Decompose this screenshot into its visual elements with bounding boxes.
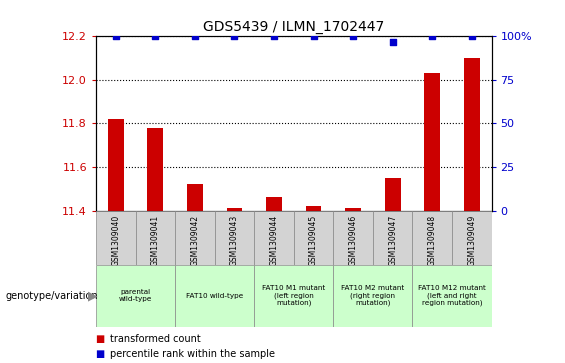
Bar <box>175 211 215 265</box>
Bar <box>373 211 412 265</box>
Bar <box>108 119 124 211</box>
Bar <box>254 211 294 265</box>
Point <box>428 33 437 39</box>
Text: ■: ■ <box>96 334 108 344</box>
Title: GDS5439 / ILMN_1702447: GDS5439 / ILMN_1702447 <box>203 20 384 34</box>
Point <box>111 33 120 39</box>
Bar <box>266 197 282 211</box>
Text: GSM1309046: GSM1309046 <box>349 215 358 266</box>
Bar <box>345 208 361 211</box>
Bar <box>412 265 492 327</box>
Bar <box>136 211 175 265</box>
Text: FAT10 M12 mutant
(left and right
region mutation): FAT10 M12 mutant (left and right region … <box>418 285 486 306</box>
Bar <box>96 265 175 327</box>
Text: GSM1309045: GSM1309045 <box>309 215 318 266</box>
Text: ■: ■ <box>96 349 108 359</box>
Point <box>309 33 318 39</box>
Bar <box>385 178 401 211</box>
Text: GSM1309040: GSM1309040 <box>111 215 120 266</box>
Bar <box>412 211 452 265</box>
Point <box>190 33 199 39</box>
Point <box>349 33 358 39</box>
Point <box>230 33 239 39</box>
Bar <box>215 211 254 265</box>
Text: GSM1309048: GSM1309048 <box>428 215 437 266</box>
Bar <box>147 128 163 211</box>
Bar <box>464 58 480 211</box>
Point <box>151 33 160 39</box>
Text: GSM1309041: GSM1309041 <box>151 215 160 266</box>
Bar <box>306 206 321 211</box>
Text: FAT10 wild-type: FAT10 wild-type <box>186 293 244 299</box>
Bar <box>175 265 254 327</box>
Point <box>467 33 476 39</box>
Point <box>388 38 397 44</box>
Bar <box>294 211 333 265</box>
Bar <box>227 208 242 211</box>
Bar <box>254 265 333 327</box>
Text: GSM1309047: GSM1309047 <box>388 215 397 266</box>
Text: GSM1309044: GSM1309044 <box>270 215 279 266</box>
Bar <box>333 265 412 327</box>
Bar <box>96 211 136 265</box>
Bar <box>187 184 203 211</box>
Text: GSM1309043: GSM1309043 <box>230 215 239 266</box>
Bar <box>424 73 440 211</box>
Text: ▶: ▶ <box>88 289 97 302</box>
Text: GSM1309049: GSM1309049 <box>467 215 476 266</box>
Text: parental
wild-type: parental wild-type <box>119 289 153 302</box>
Text: GSM1309042: GSM1309042 <box>190 215 199 266</box>
Text: transformed count: transformed count <box>110 334 201 344</box>
Bar <box>333 211 373 265</box>
Point <box>270 33 279 39</box>
Text: genotype/variation: genotype/variation <box>6 291 98 301</box>
Text: FAT10 M2 mutant
(right region
mutation): FAT10 M2 mutant (right region mutation) <box>341 285 405 306</box>
Bar <box>452 211 492 265</box>
Text: FAT10 M1 mutant
(left region
mutation): FAT10 M1 mutant (left region mutation) <box>262 285 325 306</box>
Text: percentile rank within the sample: percentile rank within the sample <box>110 349 275 359</box>
